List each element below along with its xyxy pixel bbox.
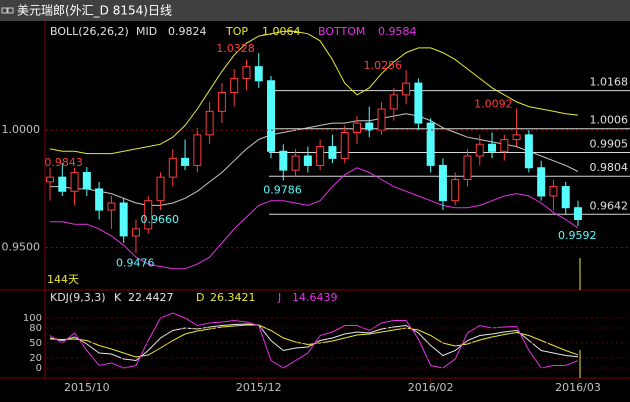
y-tick-label: 1.0000 — [2, 123, 41, 136]
x-tick-label: 2015/10 — [64, 381, 110, 394]
y-tick-label: 100 — [23, 313, 42, 324]
candle-body — [168, 157, 177, 178]
low-annotation: 0.9660 — [141, 213, 180, 226]
candle-body — [389, 94, 398, 110]
legend-value: 22.4427 — [128, 291, 174, 304]
candle-body — [488, 143, 497, 152]
low-annotation: 0.9786 — [263, 183, 302, 196]
candle-body — [451, 179, 460, 202]
candle-body — [352, 122, 361, 133]
candle-body — [524, 134, 533, 169]
y-tick-label: 0.9500 — [2, 241, 41, 254]
boll-line — [49, 30, 579, 155]
legend-value: 0.9584 — [378, 25, 417, 38]
candle-body — [414, 82, 423, 124]
indicator-label: BOLL(26,26,2) — [50, 25, 129, 38]
x-tick-label: 2015/12 — [236, 381, 282, 394]
candle-body — [475, 143, 484, 157]
high-annotation: 1.0328 — [216, 42, 255, 55]
candle-body — [365, 122, 374, 131]
legend-name: BOTTOM — [318, 25, 365, 38]
candle-body — [463, 155, 472, 181]
candle-body — [58, 176, 67, 192]
candle-body — [574, 207, 582, 220]
kdj-line — [49, 312, 579, 369]
chart-title: 美元瑞郎(外汇_D 8154)日线 — [17, 4, 172, 18]
legend-name: K — [114, 291, 122, 304]
level-label: 0.9905 — [590, 137, 629, 150]
kdj-panel — [49, 312, 579, 369]
x-tick-label: 2016/02 — [408, 381, 454, 394]
high-annotation: 1.0092 — [474, 98, 513, 111]
candle-body — [70, 171, 79, 192]
title-bar — [0, 0, 630, 21]
candle-body — [537, 167, 546, 197]
candle-body — [340, 131, 349, 159]
legend-value: 26.3421 — [210, 291, 256, 304]
note: 144天 — [47, 273, 79, 286]
legend-name: TOP — [225, 25, 248, 38]
candle-body — [95, 188, 104, 211]
candle-body — [119, 202, 128, 237]
candle-body — [267, 80, 276, 152]
candle-body — [144, 200, 153, 230]
y-tick-label: 50 — [29, 338, 42, 349]
candle-body — [46, 176, 54, 183]
legend-name: D — [196, 291, 204, 304]
level-label: 0.9804 — [590, 161, 629, 174]
y-tick-label: 20 — [29, 353, 42, 364]
candle-body — [328, 146, 337, 159]
indicator-label: KDJ(9,3,3) — [50, 291, 106, 304]
level-label: 1.0168 — [590, 76, 629, 89]
level-label: 1.0006 — [590, 114, 629, 127]
candle-body — [402, 82, 411, 96]
price-panel — [46, 30, 630, 270]
candle-body — [549, 186, 558, 197]
candle-body — [107, 202, 116, 211]
y-tick-label: 80 — [29, 323, 42, 334]
high-annotation: 1.0256 — [364, 59, 403, 72]
candle-body — [291, 155, 300, 171]
boll-line — [50, 113, 579, 206]
candle-body — [131, 228, 140, 237]
icon — [7, 7, 14, 14]
legend-name: MID — [136, 25, 157, 38]
candle-body — [156, 176, 165, 202]
candle-body — [205, 110, 214, 136]
candle-body — [512, 134, 521, 141]
candle-body — [82, 171, 91, 190]
candle-body — [230, 77, 239, 94]
candle-body — [242, 66, 251, 79]
candle-body — [181, 157, 190, 166]
candle-body — [193, 134, 202, 166]
candle-body — [279, 150, 288, 171]
level-label: 0.9642 — [590, 199, 629, 212]
candle-body — [217, 92, 226, 112]
legend-name: J — [277, 291, 281, 304]
legend-value: 1.0064 — [262, 25, 301, 38]
candle-body — [254, 66, 263, 82]
icon — [1, 7, 8, 14]
candle-body — [500, 139, 509, 152]
candle-body — [561, 186, 570, 209]
y-tick-label: 0 — [36, 363, 42, 374]
low-annotation: 0.9592 — [558, 229, 597, 242]
candle-body — [377, 108, 386, 131]
boll-line — [50, 167, 579, 270]
low-annotation: 0.9476 — [116, 256, 155, 269]
high-annotation: 0.9843 — [44, 156, 83, 169]
x-tick-label: 2016/03 — [555, 381, 601, 394]
legend-value: 0.9824 — [168, 25, 207, 38]
candle-body — [426, 122, 435, 166]
candle-body — [303, 155, 312, 166]
candle-body — [438, 164, 447, 202]
candle-body — [316, 146, 325, 166]
legend-value: 14.6439 — [292, 291, 338, 304]
